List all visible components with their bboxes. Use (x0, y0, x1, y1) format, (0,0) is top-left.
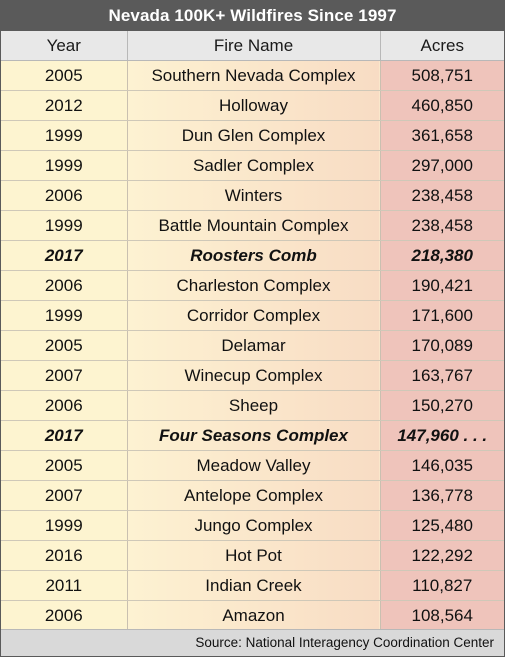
table-row: 2007 Winecup Complex 163,767 (1, 360, 504, 391)
table-row: 1999 Jungo Complex 125,480 (1, 510, 504, 541)
table-row: 2005 Delamar 170,089 (1, 330, 504, 361)
fire-name-cell: Meadow Valley (127, 450, 381, 481)
fire-name-cell: Hot Pot (127, 540, 381, 571)
table-row: 1999 Battle Mountain Complex 238,458 (1, 210, 504, 241)
year-cell: 2007 (1, 480, 128, 511)
year-cell: 2006 (1, 600, 128, 631)
year-cell: 1999 (1, 150, 128, 181)
acres-cell: 125,480 (380, 510, 504, 541)
year-cell: 1999 (1, 510, 128, 541)
table-row: 2011 Indian Creek 110,827 (1, 570, 504, 601)
acres-cell: 460,850 (380, 90, 504, 121)
year-cell: 1999 (1, 120, 128, 151)
year-cell: 2016 (1, 540, 128, 571)
year-cell: 2017 (1, 240, 128, 271)
fire-name-cell: Winters (127, 180, 381, 211)
table-row: 2006 Charleston Complex 190,421 (1, 270, 504, 301)
source-note: Source: National Interagency Coordinatio… (1, 629, 504, 656)
acres-cell: 508,751 (380, 60, 504, 91)
table-row: 2006 Sheep 150,270 (1, 390, 504, 421)
year-cell: 2005 (1, 330, 128, 361)
year-cell: 2006 (1, 270, 128, 301)
fire-name-cell: Holloway (127, 90, 381, 121)
acres-cell: 163,767 (380, 360, 504, 391)
year-cell: 2012 (1, 90, 128, 121)
year-cell: 1999 (1, 210, 128, 241)
table-row: 2005 Meadow Valley 146,035 (1, 450, 504, 481)
fire-name-cell: Dun Glen Complex (127, 120, 381, 151)
fire-name-cell: Battle Mountain Complex (127, 210, 381, 241)
acres-cell: 136,778 (380, 480, 504, 511)
table-row: 1999 Corridor Complex 171,600 (1, 300, 504, 331)
fire-name-cell: Sadler Complex (127, 150, 381, 181)
table-row: 2017 Four Seasons Complex 147,960 . . . (1, 420, 504, 451)
acres-cell: 146,035 (380, 450, 504, 481)
acres-cell: 171,600 (380, 300, 504, 331)
table-header: Year Fire Name Acres (1, 31, 504, 61)
acres-cell: 238,458 (380, 210, 504, 241)
acres-cell: 122,292 (380, 540, 504, 571)
year-cell: 2017 (1, 420, 128, 451)
year-cell: 2005 (1, 450, 128, 481)
wildfire-table: Year Fire Name Acres 2005 Southern Nevada… (1, 31, 504, 631)
acres-cell: 108,564 (380, 600, 504, 631)
fire-name-cell: Southern Nevada Complex (127, 60, 381, 91)
acres-cell: 238,458 (380, 180, 504, 211)
fire-name-cell: Winecup Complex (127, 360, 381, 391)
acres-cell: 218,380 (380, 240, 504, 271)
fire-name-cell: Sheep (127, 390, 381, 421)
fire-name-cell: Four Seasons Complex (127, 420, 381, 451)
table-row: 2012 Holloway 460,850 (1, 90, 504, 121)
fire-name-cell: Roosters Comb (127, 240, 381, 271)
fire-name-cell: Indian Creek (127, 570, 381, 601)
table-body: 2005 Southern Nevada Complex 508,751 2012 Ho… (1, 60, 504, 631)
acres-cell: 361,658 (380, 120, 504, 151)
table-row: 2006 Winters 238,458 (1, 180, 504, 211)
table-title: Nevada 100K+ Wildfires Since 1997 (1, 1, 504, 31)
year-cell: 2006 (1, 390, 128, 421)
fire-name-cell: Amazon (127, 600, 381, 631)
fire-name-cell: Jungo Complex (127, 510, 381, 541)
header-row: Year Fire Name Acres (1, 31, 504, 61)
acres-cell: 297,000 (380, 150, 504, 181)
column-header-acres: Acres (380, 31, 504, 61)
table-row: 1999 Sadler Complex 297,000 (1, 150, 504, 181)
year-cell: 2005 (1, 60, 128, 91)
fire-name-cell: Charleston Complex (127, 270, 381, 301)
table-row: 2017 Roosters Comb 218,380 (1, 240, 504, 271)
fire-name-cell: Delamar (127, 330, 381, 361)
fire-name-cell: Antelope Complex (127, 480, 381, 511)
acres-cell: 147,960 . . . (380, 420, 504, 451)
column-header-year: Year (1, 31, 128, 61)
table-row: 2016 Hot Pot 122,292 (1, 540, 504, 571)
acres-cell: 170,089 (380, 330, 504, 361)
year-cell: 1999 (1, 300, 128, 331)
table-row: 2005 Southern Nevada Complex 508,751 (1, 60, 504, 91)
table-row: 2006 Amazon 108,564 (1, 600, 504, 631)
column-header-fire-name: Fire Name (127, 31, 381, 61)
year-cell: 2006 (1, 180, 128, 211)
acres-cell: 110,827 (380, 570, 504, 601)
table-row: 1999 Dun Glen Complex 361,658 (1, 120, 504, 151)
table-row: 2007 Antelope Complex 136,778 (1, 480, 504, 511)
acres-cell: 190,421 (380, 270, 504, 301)
acres-cell: 150,270 (380, 390, 504, 421)
year-cell: 2011 (1, 570, 128, 601)
fire-name-cell: Corridor Complex (127, 300, 381, 331)
year-cell: 2007 (1, 360, 128, 391)
